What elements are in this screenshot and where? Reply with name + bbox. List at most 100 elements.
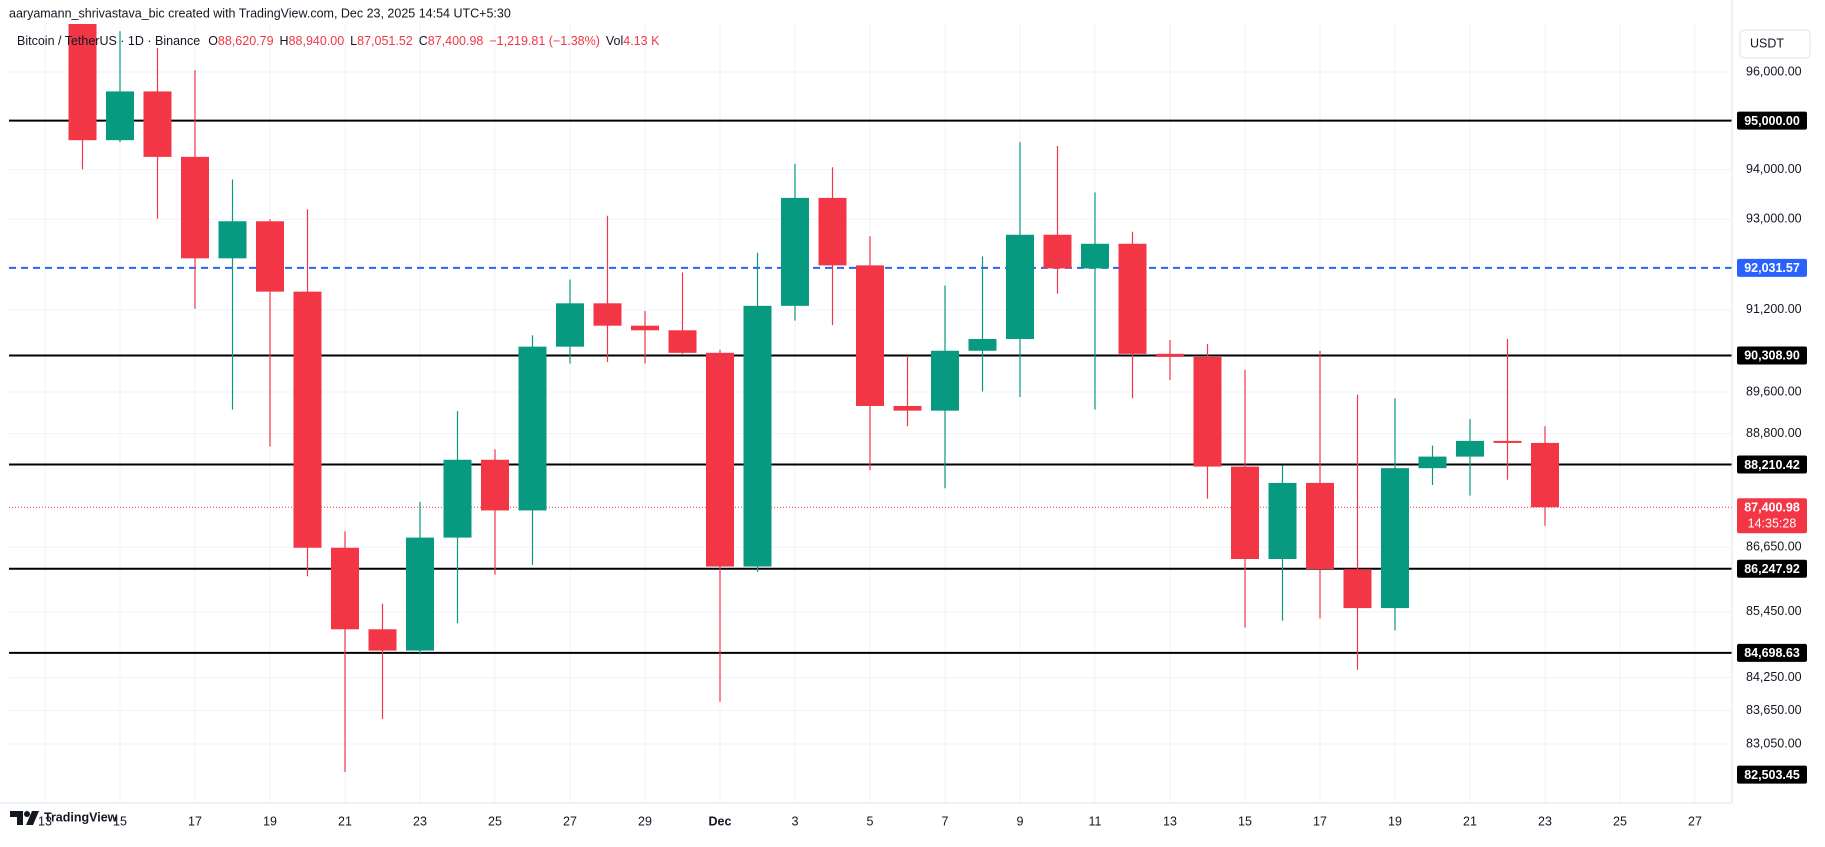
price-labels: 95,000.00 92,031.57 90,308.90 88,210.42 86,2… [1737, 111, 1807, 784]
y-tick-label: 86,650.00 [1746, 540, 1802, 554]
level-label-box [1737, 346, 1807, 365]
x-tick-label: 19 [263, 814, 277, 828]
level-label: 95,000.00 [1744, 114, 1800, 128]
candle-body [1006, 234, 1034, 339]
candle-body [968, 338, 997, 351]
candle-body [668, 330, 697, 353]
x-tick-label: 21 [338, 814, 352, 828]
level-label: 84,698.63 [1744, 646, 1800, 660]
level-label-box [1737, 765, 1807, 784]
x-tick-label: Dec [709, 814, 732, 828]
candle-body [818, 197, 847, 266]
candle-body [931, 350, 959, 411]
y-tick-label: 91,200.00 [1746, 302, 1802, 316]
candle-body [406, 537, 434, 651]
candle-body [856, 265, 884, 406]
x-tick-label: 29 [638, 814, 652, 828]
y-tick-label: 88,800.00 [1746, 426, 1802, 440]
candle-body [293, 291, 322, 548]
candle-body [68, 24, 97, 141]
x-tick-label: 19 [1388, 814, 1402, 828]
x-tick-label: 11 [1089, 814, 1102, 828]
x-tick-label: 25 [1613, 814, 1627, 828]
axes: 96,000.00 94,000.00 93,000.00 91,200.00 89,6… [38, 64, 1802, 828]
candle-body [368, 629, 397, 651]
candle-body [1493, 440, 1522, 443]
candle-body [743, 305, 772, 567]
candle-body [1043, 234, 1072, 269]
candle-body [218, 221, 247, 259]
ohlc-value: 87,400.98 [428, 34, 484, 48]
ohlc-key: C [419, 34, 428, 48]
x-tick-label: 17 [188, 814, 202, 828]
y-tick-label: 96,000.00 [1746, 64, 1802, 78]
level-label-box [1737, 643, 1807, 662]
x-tick-label: 15 [113, 814, 127, 828]
candle-body [1156, 353, 1184, 357]
x-tick-label: 9 [1017, 814, 1024, 828]
logo-text: TradingView [44, 810, 118, 824]
level-label: 88,210.42 [1744, 458, 1800, 472]
credit: aaryamann_shrivastava_bic created with T… [9, 6, 511, 20]
level-label: 82,503.45 [1744, 768, 1800, 782]
candle-body [593, 303, 622, 326]
candle-body [143, 91, 172, 157]
candle-body [1531, 442, 1559, 508]
candle-body [706, 352, 734, 567]
candle-body [556, 303, 584, 347]
logo-mark [26, 811, 39, 825]
x-tick-label: 5 [867, 814, 874, 828]
ohlc-key: O [208, 34, 218, 48]
y-tick-label: 83,650.00 [1746, 703, 1802, 717]
level-label: 92,031.57 [1744, 261, 1800, 275]
currency[interactable]: USDT [1750, 36, 1784, 50]
level-label: 90,308.90 [1744, 349, 1800, 363]
y-tick-label: 84,250.00 [1746, 670, 1802, 684]
ohlc-key: L [350, 34, 357, 48]
candle-body [1418, 456, 1447, 469]
candle-body [1268, 482, 1297, 560]
candle-body [481, 459, 509, 511]
ohlc-value: 88,940.00 [289, 34, 345, 48]
y-tick-label: 89,600.00 [1746, 384, 1802, 398]
logo-mark [24, 811, 30, 817]
ohlc-value: 87,051.52 [357, 34, 413, 48]
x-tick-label: 23 [413, 814, 427, 828]
y-tick-label: 93,000.00 [1746, 212, 1802, 226]
last-price-box [1737, 498, 1807, 534]
x-tick-label: 15 [1238, 814, 1252, 828]
candle-body [631, 325, 659, 331]
x-tick-label: 27 [1688, 814, 1702, 828]
candle-body [106, 91, 134, 141]
level-label-box [1737, 455, 1807, 474]
y-tick-label: 83,050.00 [1746, 736, 1802, 750]
candle-body [1193, 356, 1222, 467]
ohlc-value: 88,620.79 [218, 34, 274, 48]
candle-body [331, 547, 359, 630]
candle-body [1456, 440, 1484, 457]
countdown: 14:35:28 [1748, 517, 1797, 531]
y-tick-label: 85,450.00 [1746, 604, 1802, 618]
candle-body [1231, 466, 1259, 560]
level-label: 86,247.92 [1744, 562, 1800, 576]
volume-key: Vol [606, 34, 623, 48]
level-label-box [1737, 111, 1807, 130]
candle-body [1381, 468, 1409, 609]
change: −1,219.81 (−1.38%) [489, 34, 600, 48]
candle-body [518, 346, 547, 511]
x-tick-label: 3 [792, 814, 799, 828]
candle-body [1343, 569, 1372, 609]
x-tick-label: 23 [1538, 814, 1552, 828]
candle-body [443, 459, 472, 538]
currency-button[interactable] [1739, 29, 1811, 59]
x-tick-label: 7 [942, 814, 949, 828]
y-tick-label: 94,000.00 [1746, 162, 1802, 176]
x-tick-label: 21 [1463, 814, 1477, 828]
volume-value: 4.13 K [623, 34, 660, 48]
candle-body [893, 405, 922, 411]
x-tick-label: 25 [488, 814, 502, 828]
level-label-box [1737, 559, 1807, 578]
candle-body [256, 221, 284, 292]
